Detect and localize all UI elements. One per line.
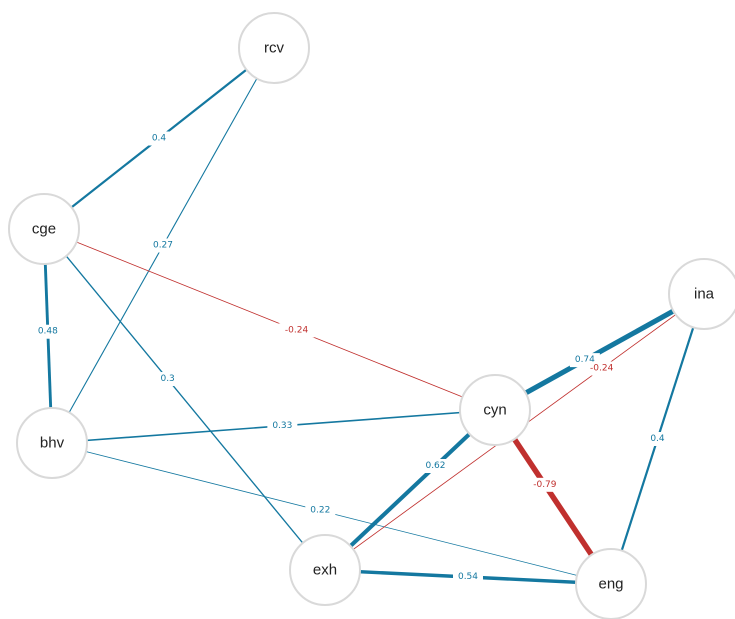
edge-weight-label: 0.4 [650, 434, 665, 444]
edge-label-background [526, 477, 563, 492]
node-cyn: cyn [459, 374, 531, 446]
edge-label-background [305, 503, 336, 518]
edge-rcv-bhv: 0.27 [51, 47, 275, 444]
edge-weight-label: 0.62 [425, 461, 445, 471]
edge-weight-label: 0.33 [272, 421, 292, 431]
nodes-layer: rcv cge bhv ina cyn exh eng [8, 12, 735, 619]
node-circle [8, 193, 80, 265]
node-circle [668, 258, 735, 330]
edge-label-background [645, 432, 670, 446]
node-circle [289, 534, 361, 606]
edge-label-background [32, 324, 63, 339]
node-label: cyn [483, 402, 506, 419]
edge-label-background [583, 361, 620, 376]
edge-weight-label: 0.74 [575, 355, 595, 365]
node-eng: eng [575, 548, 647, 619]
node-rcv: rcv [238, 12, 310, 84]
edge-weight-label: -0.79 [533, 480, 557, 490]
edge-cyn-exh: 0.62 [323, 408, 497, 572]
edge-bhv-cyn: 0.33 [51, 409, 496, 444]
edge-weight-label: 0.3 [160, 374, 174, 384]
edge-bhv-eng: 0.22 [51, 442, 612, 585]
node-cge: cge [8, 193, 80, 265]
edge-weight-label: 0.4 [152, 134, 167, 144]
edge-line [493, 291, 706, 413]
edge-label-background [278, 323, 315, 338]
node-exh: exh [289, 534, 361, 606]
node-label: cge [32, 221, 56, 238]
edge-exh-eng: 0.54 [324, 568, 612, 586]
edge-label-background [155, 372, 180, 387]
node-circle [16, 407, 88, 479]
node-circle [459, 374, 531, 446]
edge-label-background [147, 131, 171, 146]
edge-weight-label: 0.54 [458, 572, 478, 582]
edge-cge-exh: 0.3 [43, 228, 326, 571]
edge-line [43, 228, 326, 571]
edge-weight-label: 0.27 [153, 241, 173, 251]
edge-weight-label: 0.22 [310, 506, 330, 516]
edge-label-background [420, 459, 451, 473]
edge-cge-cyn: -0.24 [43, 228, 496, 411]
edge-label-background [148, 238, 178, 253]
edge-line [323, 408, 497, 572]
node-circle [238, 12, 310, 84]
edge-rcv-cge: 0.4 [43, 47, 275, 230]
node-circle [575, 548, 647, 619]
edge-ina-eng: 0.4 [609, 293, 706, 585]
node-label: rcv [264, 40, 284, 57]
edge-weight-label: 0.48 [38, 327, 58, 337]
edge-label-background [267, 418, 298, 433]
edge-weight-label: -0.24 [285, 325, 309, 335]
node-ina: ina [668, 258, 735, 330]
node-label: exh [313, 562, 337, 579]
edge-label-background [453, 570, 483, 584]
node-label: eng [598, 576, 623, 593]
node-bhv: bhv [16, 407, 88, 479]
edge-line [43, 228, 496, 411]
node-label: ina [694, 286, 715, 303]
node-label: bhv [40, 435, 65, 452]
edges-layer: 0.40.270.48 -0.240.30.330.220.74-0.240.40… [32, 47, 706, 586]
edge-weight-label: -0.24 [590, 364, 614, 374]
